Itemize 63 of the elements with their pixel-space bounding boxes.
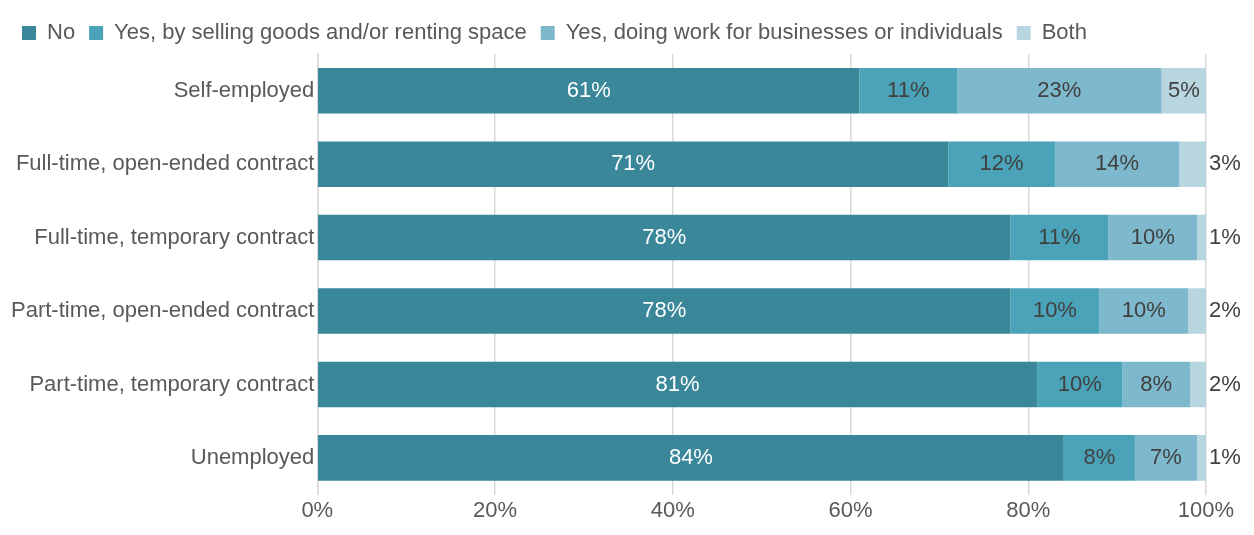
bar: [1010, 214, 1109, 261]
data-label: 81%: [655, 370, 700, 396]
data-label: 71%: [611, 150, 656, 176]
bar: [1010, 288, 1100, 334]
x-tick-label: 60%: [828, 496, 873, 522]
data-label: 11%: [1038, 223, 1081, 249]
y-tick-label: Unemployed: [190, 443, 315, 469]
y-tick-label: Self-employed: [173, 76, 315, 102]
data-label: 1%: [1209, 223, 1241, 249]
data-label: 2%: [1209, 297, 1241, 323]
bar: [318, 288, 1011, 334]
x-tick-label: 20%: [473, 496, 518, 522]
bar: [948, 141, 1055, 187]
y-tick-label: Part-time, open-ended contract: [10, 297, 315, 323]
legend-label: Yes, by selling goods and/or renting space: [114, 19, 527, 45]
y-tick-label: Part-time, temporary contract: [29, 370, 315, 396]
data-label: 23%: [1037, 76, 1082, 102]
data-label: 10%: [1032, 297, 1077, 323]
data-label: 8%: [1083, 443, 1116, 469]
x-tick-label: 100%: [1177, 496, 1235, 522]
y-tick-label: Full-time, temporary contract: [34, 223, 315, 249]
data-label: 78%: [642, 297, 687, 323]
data-label: 5%: [1167, 76, 1200, 102]
bar: [1037, 361, 1123, 408]
bar: [1134, 435, 1198, 481]
data-label: 10%: [1057, 370, 1102, 396]
bar: [1197, 435, 1206, 481]
data-label: 61%: [566, 76, 611, 102]
bar: [1122, 361, 1190, 408]
data-label: 84%: [668, 443, 713, 469]
x-tick-label: 0%: [301, 496, 334, 522]
legend-label: Both: [1041, 19, 1087, 45]
data-label: 78%: [642, 223, 687, 249]
bar: [1190, 361, 1206, 408]
bar: [1099, 288, 1189, 334]
legend-label: No: [47, 19, 76, 45]
bar: [859, 67, 958, 114]
x-tick-label: 40%: [650, 496, 695, 522]
data-label: 2%: [1209, 370, 1241, 396]
bar: [1197, 214, 1206, 261]
data-label: 1%: [1209, 443, 1241, 469]
bar: [318, 67, 860, 114]
data-label: 7%: [1150, 443, 1182, 469]
y-tick-label: Full-time, open-ended contract: [15, 150, 315, 176]
bar: [957, 67, 1162, 114]
bar: [1108, 214, 1198, 261]
bar: [1063, 435, 1135, 481]
data-label: 10%: [1130, 223, 1175, 249]
bar: [318, 435, 1064, 481]
data-label: 8%: [1140, 370, 1173, 396]
data-label: 3%: [1209, 150, 1241, 176]
bar: [1188, 288, 1206, 334]
bar: [1179, 141, 1206, 187]
legend-label: Yes, doing work for businesses or individuals: [565, 19, 1003, 45]
data-label: 11%: [887, 76, 930, 102]
data-label: 14%: [1095, 150, 1140, 176]
bar: [1054, 141, 1180, 187]
bar: [318, 361, 1038, 408]
data-label: 10%: [1121, 297, 1166, 323]
bar: [318, 141, 949, 187]
x-tick-label: 80%: [1006, 496, 1051, 522]
data-label: 12%: [979, 150, 1024, 176]
bar: [318, 214, 1011, 261]
